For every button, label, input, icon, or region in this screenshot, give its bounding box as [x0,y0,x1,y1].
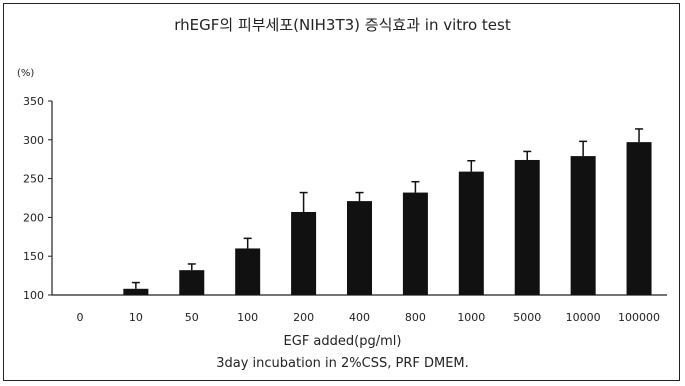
x-axis-label: EGF added(pg/ml) [283,334,402,349]
bar [402,192,428,295]
x-tick-label: 10000 [566,311,601,324]
x-tick-label: 100 [237,311,258,324]
x-tick-label: 100000 [618,311,660,324]
y-tick-label: 200 [23,211,44,224]
bar [514,159,540,295]
y-tick-label: 250 [23,173,44,186]
chart-frame [3,3,680,381]
x-tick-label: 50 [185,311,199,324]
y-tick-label: 100 [23,289,44,302]
y-tick-label: 300 [23,134,44,147]
bar [179,270,205,295]
chart-title: rhEGF의 피부세포(NIH3T3) 증식효과 in vitro test [174,16,511,34]
chart-note: 3day incubation in 2%CSS, PRF DMEM. [216,356,469,371]
x-tick-label: 0 [76,311,83,324]
y-axis-unit: (%) [17,68,35,79]
bar [570,156,596,295]
x-tick-label: 1000 [457,311,485,324]
x-tick-label: 5000 [513,311,541,324]
bar [458,171,484,295]
bar [123,288,149,295]
y-tick-label: 150 [23,250,44,263]
x-tick-label: 800 [405,311,426,324]
bar [291,211,317,295]
bar [235,248,261,295]
x-tick-label: 200 [293,311,314,324]
y-tick-label: 350 [23,95,44,108]
x-tick-label: 400 [349,311,370,324]
x-tick-label: 10 [129,311,143,324]
bar [626,142,652,295]
bar [347,201,372,295]
